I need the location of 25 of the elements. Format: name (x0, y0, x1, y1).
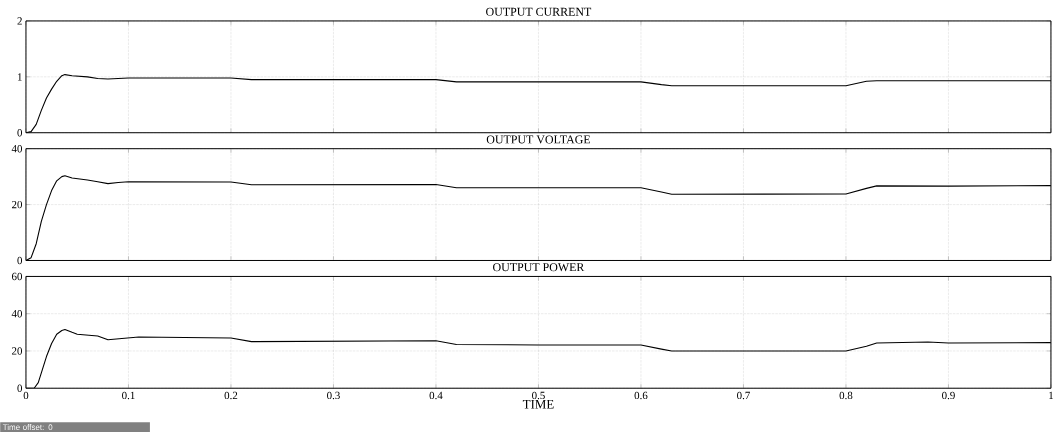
y-tick-label: 2 (17, 17, 22, 25)
y-tick-label: 40 (11, 309, 23, 318)
y-tick-label: 1 (17, 73, 22, 81)
x-tick-label: 0.8 (839, 391, 853, 400)
x-tick-label: 0.6 (634, 391, 648, 400)
chart-title: OUTPUT POWER (493, 263, 585, 272)
chart-title: OUTPUT CURRENT (486, 7, 592, 16)
y-tick-label: 0 (17, 256, 23, 265)
x-tick-label: 0.5 (532, 391, 545, 400)
x-axis-title: TIME (522, 399, 554, 409)
y-tick-label: 40 (11, 144, 23, 153)
y-tick-label: 0 (17, 128, 23, 137)
y-tick-label: 20 (11, 200, 23, 209)
x-tick-label: 0.4 (429, 391, 443, 400)
x-tick-label: 0.2 (224, 391, 238, 400)
y-tick-label: 60 (11, 272, 23, 281)
y-tick-label: 20 (11, 347, 23, 355)
y-tick-label: 0 (17, 384, 23, 392)
x-tick-label: 1 (1049, 391, 1054, 399)
x-tick-label: 0.7 (737, 391, 750, 400)
x-tick-label: 0 (23, 391, 29, 400)
chart-title: OUTPUT VOLTAGE (486, 135, 591, 144)
x-tick-label: 0.1 (122, 391, 135, 400)
x-tick-label: 0.9 (942, 391, 955, 400)
x-tick-label: 0.3 (327, 391, 340, 400)
